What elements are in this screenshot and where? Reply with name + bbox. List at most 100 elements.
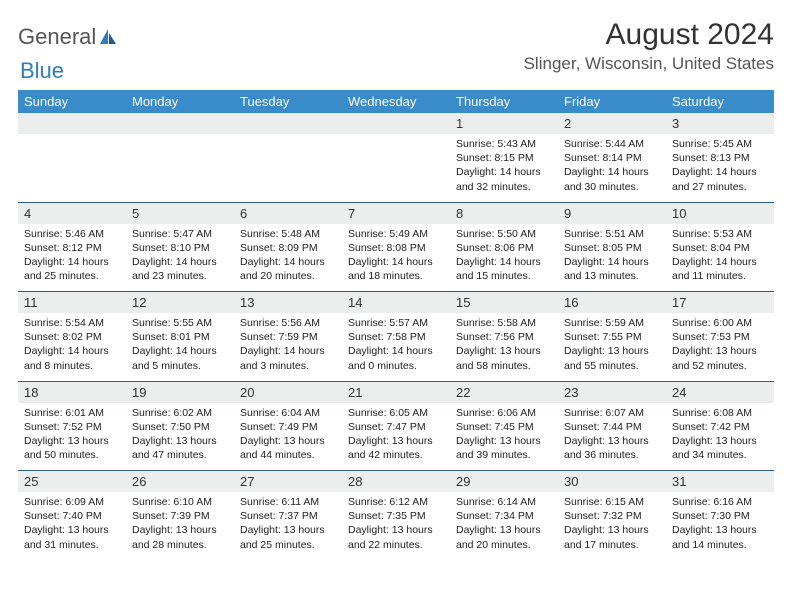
day-details: Sunrise: 6:14 AMSunset: 7:34 PMDaylight:…: [450, 492, 558, 560]
sunrise-text: Sunrise: 5:58 AM: [456, 316, 552, 330]
sunset-text: Sunset: 7:50 PM: [132, 420, 228, 434]
sunrise-text: Sunrise: 6:16 AM: [672, 495, 768, 509]
day-details: Sunrise: 5:57 AMSunset: 7:58 PMDaylight:…: [342, 313, 450, 381]
day-number: 8: [450, 202, 558, 224]
day-number-row: 25262728293031: [18, 471, 774, 493]
day-details: Sunrise: 5:43 AMSunset: 8:15 PMDaylight:…: [450, 134, 558, 202]
day-number: 30: [558, 471, 666, 493]
day-details: Sunrise: 5:53 AMSunset: 8:04 PMDaylight:…: [666, 224, 774, 292]
day-details: Sunrise: 5:50 AMSunset: 8:06 PMDaylight:…: [450, 224, 558, 292]
daylight-text: Daylight: 14 hours and 25 minutes.: [24, 255, 120, 283]
daylight-text: Daylight: 13 hours and 39 minutes.: [456, 434, 552, 462]
sunrise-text: Sunrise: 6:09 AM: [24, 495, 120, 509]
daylight-text: Daylight: 13 hours and 58 minutes.: [456, 344, 552, 372]
daylight-text: Daylight: 14 hours and 11 minutes.: [672, 255, 768, 283]
calendar-page: General August 2024 Slinger, Wisconsin, …: [0, 0, 792, 570]
daylight-text: Daylight: 13 hours and 55 minutes.: [564, 344, 660, 372]
sunrise-text: Sunrise: 6:05 AM: [348, 406, 444, 420]
daylight-text: Daylight: 13 hours and 31 minutes.: [24, 523, 120, 551]
day-details: Sunrise: 6:06 AMSunset: 7:45 PMDaylight:…: [450, 403, 558, 471]
sunset-text: Sunset: 8:04 PM: [672, 241, 768, 255]
day-details: Sunrise: 6:08 AMSunset: 7:42 PMDaylight:…: [666, 403, 774, 471]
sunrise-text: Sunrise: 5:57 AM: [348, 316, 444, 330]
sunset-text: Sunset: 7:47 PM: [348, 420, 444, 434]
day-details: Sunrise: 6:15 AMSunset: 7:32 PMDaylight:…: [558, 492, 666, 560]
day-details: Sunrise: 5:47 AMSunset: 8:10 PMDaylight:…: [126, 224, 234, 292]
weekday-header: Thursday: [450, 90, 558, 113]
sunrise-text: Sunrise: 5:44 AM: [564, 137, 660, 151]
sunset-text: Sunset: 8:05 PM: [564, 241, 660, 255]
weekday-header: Wednesday: [342, 90, 450, 113]
day-number: [126, 113, 234, 134]
daylight-text: Daylight: 14 hours and 30 minutes.: [564, 165, 660, 193]
day-number: 10: [666, 202, 774, 224]
day-number: 1: [450, 113, 558, 134]
day-details: Sunrise: 6:05 AMSunset: 7:47 PMDaylight:…: [342, 403, 450, 471]
daylight-text: Daylight: 13 hours and 20 minutes.: [456, 523, 552, 551]
sunrise-text: Sunrise: 6:12 AM: [348, 495, 444, 509]
day-number: 29: [450, 471, 558, 493]
sunrise-text: Sunrise: 5:53 AM: [672, 227, 768, 241]
day-number: 5: [126, 202, 234, 224]
day-details: Sunrise: 6:10 AMSunset: 7:39 PMDaylight:…: [126, 492, 234, 560]
sunrise-text: Sunrise: 6:02 AM: [132, 406, 228, 420]
day-number: [342, 113, 450, 134]
day-number: 20: [234, 381, 342, 403]
day-number: 7: [342, 202, 450, 224]
day-details: Sunrise: 6:09 AMSunset: 7:40 PMDaylight:…: [18, 492, 126, 560]
day-number: 18: [18, 381, 126, 403]
sunset-text: Sunset: 7:34 PM: [456, 509, 552, 523]
sunrise-text: Sunrise: 5:51 AM: [564, 227, 660, 241]
day-details: Sunrise: 5:58 AMSunset: 7:56 PMDaylight:…: [450, 313, 558, 381]
day-detail-row: Sunrise: 6:01 AMSunset: 7:52 PMDaylight:…: [18, 403, 774, 471]
sunset-text: Sunset: 8:15 PM: [456, 151, 552, 165]
daylight-text: Daylight: 13 hours and 22 minutes.: [348, 523, 444, 551]
sunrise-text: Sunrise: 5:54 AM: [24, 316, 120, 330]
sunset-text: Sunset: 7:37 PM: [240, 509, 336, 523]
daylight-text: Daylight: 13 hours and 14 minutes.: [672, 523, 768, 551]
day-details: Sunrise: 6:11 AMSunset: 7:37 PMDaylight:…: [234, 492, 342, 560]
day-number-row: 123: [18, 113, 774, 134]
day-details: Sunrise: 5:48 AMSunset: 8:09 PMDaylight:…: [234, 224, 342, 292]
sunset-text: Sunset: 7:42 PM: [672, 420, 768, 434]
day-details: Sunrise: 6:16 AMSunset: 7:30 PMDaylight:…: [666, 492, 774, 560]
logo-text-1: General: [18, 24, 96, 50]
weekday-header: Sunday: [18, 90, 126, 113]
daylight-text: Daylight: 13 hours and 17 minutes.: [564, 523, 660, 551]
weekday-header: Tuesday: [234, 90, 342, 113]
day-number: 24: [666, 381, 774, 403]
weekday-header-row: Sunday Monday Tuesday Wednesday Thursday…: [18, 90, 774, 113]
day-number: 2: [558, 113, 666, 134]
sunset-text: Sunset: 8:02 PM: [24, 330, 120, 344]
sunrise-text: Sunrise: 6:15 AM: [564, 495, 660, 509]
daylight-text: Daylight: 14 hours and 15 minutes.: [456, 255, 552, 283]
day-details: Sunrise: 6:07 AMSunset: 7:44 PMDaylight:…: [558, 403, 666, 471]
sunrise-text: Sunrise: 6:00 AM: [672, 316, 768, 330]
daylight-text: Daylight: 13 hours and 44 minutes.: [240, 434, 336, 462]
day-number: 16: [558, 292, 666, 314]
daylight-text: Daylight: 13 hours and 52 minutes.: [672, 344, 768, 372]
sunrise-text: Sunrise: 6:10 AM: [132, 495, 228, 509]
day-detail-row: Sunrise: 5:46 AMSunset: 8:12 PMDaylight:…: [18, 224, 774, 292]
daylight-text: Daylight: 14 hours and 8 minutes.: [24, 344, 120, 372]
day-details: Sunrise: 6:02 AMSunset: 7:50 PMDaylight:…: [126, 403, 234, 471]
title-block: August 2024 Slinger, Wisconsin, United S…: [524, 18, 774, 74]
day-detail-row: Sunrise: 5:54 AMSunset: 8:02 PMDaylight:…: [18, 313, 774, 381]
sunset-text: Sunset: 8:06 PM: [456, 241, 552, 255]
day-details: [126, 134, 234, 202]
day-number: 22: [450, 381, 558, 403]
sunrise-text: Sunrise: 5:50 AM: [456, 227, 552, 241]
sunrise-text: Sunrise: 6:11 AM: [240, 495, 336, 509]
sunrise-text: Sunrise: 5:56 AM: [240, 316, 336, 330]
day-number: 13: [234, 292, 342, 314]
day-number: 15: [450, 292, 558, 314]
sunset-text: Sunset: 7:52 PM: [24, 420, 120, 434]
daylight-text: Daylight: 14 hours and 0 minutes.: [348, 344, 444, 372]
month-title: August 2024: [524, 18, 774, 52]
daylight-text: Daylight: 13 hours and 28 minutes.: [132, 523, 228, 551]
day-details: Sunrise: 5:54 AMSunset: 8:02 PMDaylight:…: [18, 313, 126, 381]
daylight-text: Daylight: 13 hours and 42 minutes.: [348, 434, 444, 462]
location-subtitle: Slinger, Wisconsin, United States: [524, 54, 774, 74]
daylight-text: Daylight: 13 hours and 25 minutes.: [240, 523, 336, 551]
day-details: Sunrise: 5:55 AMSunset: 8:01 PMDaylight:…: [126, 313, 234, 381]
